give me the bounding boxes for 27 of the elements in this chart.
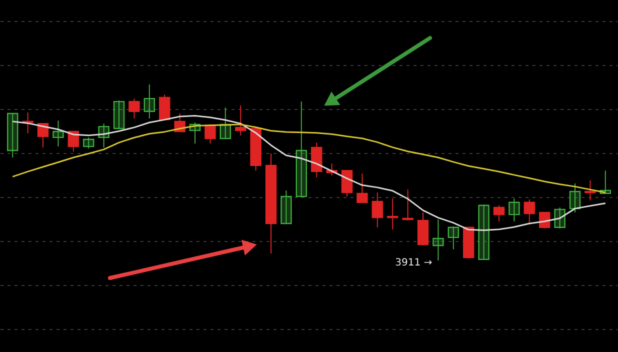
candlestick (52, 120, 64, 147)
candlestick (144, 84, 155, 119)
candlestick (524, 198, 535, 225)
candlestick (448, 226, 459, 250)
candlestick (402, 189, 414, 222)
candlestick (554, 207, 566, 229)
candlestick (341, 170, 353, 197)
candlestick (372, 192, 383, 228)
candlestick (387, 198, 398, 230)
candlestick (83, 136, 94, 150)
candlestick (584, 180, 596, 201)
candlestick (280, 190, 292, 224)
candlestick (432, 218, 444, 261)
candlestick (128, 98, 140, 119)
candlestick (569, 182, 581, 213)
candlestick (7, 112, 18, 158)
candlestick (235, 104, 246, 136)
candlestick (493, 204, 505, 222)
candlestick (159, 94, 170, 120)
candlestick (113, 100, 125, 130)
annotation: 3911 → (395, 257, 432, 268)
candlestick (508, 198, 520, 222)
candlestick (478, 204, 490, 260)
candlestick (296, 101, 307, 198)
candlestick (417, 212, 429, 246)
candlestick (356, 173, 368, 203)
candlestick (311, 142, 322, 178)
